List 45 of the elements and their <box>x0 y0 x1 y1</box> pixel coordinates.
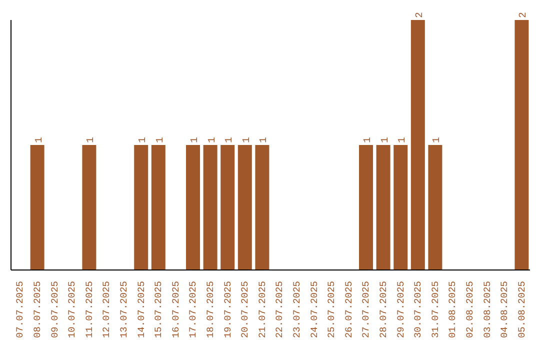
x-tick-label: 01.08.2025 <box>447 280 458 338</box>
x-tick-label: 08.07.2025 <box>32 280 43 338</box>
x-tick-label: 27.07.2025 <box>360 280 372 338</box>
x-tick-label: 07.07.2025 <box>14 280 26 338</box>
x-tick-label: 14.07.2025 <box>136 280 147 338</box>
x-tick-label: 22.07.2025 <box>274 280 286 338</box>
data-label: 1 <box>432 136 444 143</box>
x-tick-label: 25.07.2025 <box>326 280 338 338</box>
data-label: 1 <box>138 136 150 143</box>
x-tick-label: 13.07.2025 <box>118 280 130 338</box>
x-tick-label: 18.07.2025 <box>204 280 216 338</box>
data-label: 1 <box>259 136 270 143</box>
data-label: 1 <box>224 136 236 143</box>
x-tick-label: 02.08.2025 <box>464 280 476 338</box>
x-tick-label: 21.07.2025 <box>256 280 268 338</box>
x-tick-label: 28.07.2025 <box>378 280 389 338</box>
x-tick-label: 03.08.2025 <box>482 280 493 338</box>
x-tick-label: 17.07.2025 <box>188 280 199 338</box>
data-label: 1 <box>363 136 374 143</box>
x-tick-label: 30.07.2025 <box>412 280 424 338</box>
x-tick-label: 10.07.2025 <box>66 280 78 338</box>
data-label: 2 <box>518 12 530 18</box>
data-label: 1 <box>398 136 409 143</box>
x-tick-label: 09.07.2025 <box>49 280 60 338</box>
data-label: 2 <box>414 12 426 18</box>
x-tick-label: 26.07.2025 <box>343 280 354 338</box>
x-tick-label: 15.07.2025 <box>153 280 164 338</box>
x-tick-label: 31.07.2025 <box>430 280 441 338</box>
data-label: 1 <box>34 136 46 143</box>
data-label: 1 <box>86 136 98 143</box>
x-tick-label: 16.07.2025 <box>170 280 182 338</box>
x-tick-label: 04.08.2025 <box>499 280 510 338</box>
x-tick-label: 05.08.2025 <box>516 280 528 338</box>
data-label: 1 <box>242 136 253 143</box>
x-tick-label: 23.07.2025 <box>291 280 302 338</box>
x-tick-label: 29.07.2025 <box>395 280 406 338</box>
x-tick-label: 12.07.2025 <box>101 280 112 338</box>
data-label: 1 <box>155 136 166 143</box>
x-tick-label: 20.07.2025 <box>240 280 251 338</box>
x-tick-label: 11.07.2025 <box>84 280 95 338</box>
x-tick-label: 19.07.2025 <box>222 280 234 338</box>
data-label: 1 <box>190 136 201 143</box>
data-label: 1 <box>380 136 392 143</box>
x-tick-label: 24.07.2025 <box>308 280 320 338</box>
data-label: 1 <box>207 136 218 143</box>
